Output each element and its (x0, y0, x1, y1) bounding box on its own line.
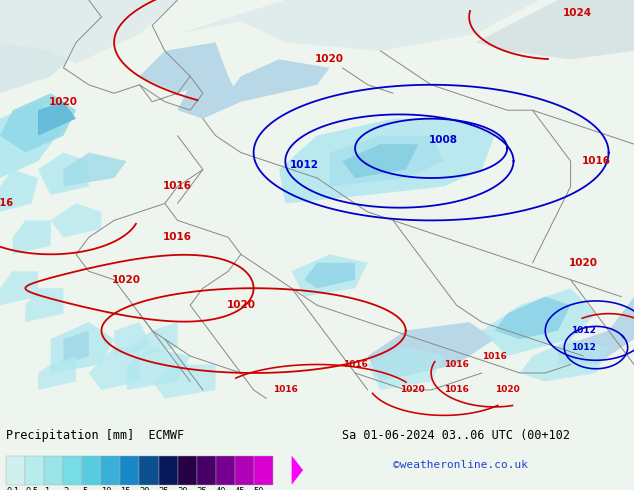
Text: 1020: 1020 (495, 386, 520, 394)
Polygon shape (63, 152, 127, 187)
Text: Precipitation [mm]  ECMWF: Precipitation [mm] ECMWF (6, 429, 184, 442)
Polygon shape (63, 331, 89, 365)
Polygon shape (51, 322, 114, 373)
Text: 0.1: 0.1 (6, 488, 20, 490)
Polygon shape (38, 356, 76, 390)
Text: 1016: 1016 (0, 198, 13, 208)
Text: 1024: 1024 (562, 8, 592, 18)
Text: 20: 20 (139, 488, 150, 490)
Polygon shape (482, 288, 596, 356)
Polygon shape (38, 102, 76, 136)
Text: 1016: 1016 (342, 360, 368, 369)
Polygon shape (178, 0, 539, 51)
Bar (44, 456, 63, 485)
Text: 1016: 1016 (163, 181, 192, 192)
Text: 1020: 1020 (226, 300, 256, 310)
Text: 1008: 1008 (429, 135, 458, 145)
Polygon shape (89, 347, 139, 390)
Bar (63, 456, 82, 485)
Text: 30: 30 (178, 488, 188, 490)
Text: 1012: 1012 (571, 343, 596, 352)
Polygon shape (520, 339, 609, 381)
Polygon shape (127, 322, 178, 356)
Bar (6, 456, 25, 485)
Polygon shape (178, 76, 241, 119)
Text: 1012: 1012 (290, 160, 319, 171)
Polygon shape (127, 347, 190, 390)
Bar (101, 456, 120, 485)
Bar (197, 456, 216, 485)
Bar (254, 456, 273, 485)
Text: 1016: 1016 (482, 351, 507, 361)
Text: 1016: 1016 (581, 156, 611, 166)
Polygon shape (25, 288, 63, 322)
Text: 0.5: 0.5 (25, 488, 39, 490)
Bar (120, 456, 139, 485)
Text: 1020: 1020 (569, 258, 598, 268)
Text: 45: 45 (235, 488, 245, 490)
Text: 1020: 1020 (399, 386, 425, 394)
Bar (216, 456, 235, 485)
Polygon shape (139, 43, 228, 93)
Text: 1016: 1016 (163, 232, 192, 243)
Polygon shape (0, 0, 178, 64)
Text: 35: 35 (197, 488, 207, 490)
Bar (235, 456, 254, 485)
Text: 5: 5 (82, 488, 87, 490)
Polygon shape (292, 456, 303, 485)
Polygon shape (342, 144, 418, 178)
Bar (178, 456, 197, 485)
Text: 25: 25 (158, 488, 169, 490)
Polygon shape (13, 220, 51, 254)
Polygon shape (0, 93, 76, 152)
Polygon shape (368, 347, 444, 390)
Polygon shape (0, 0, 89, 93)
Bar (25, 456, 44, 485)
Polygon shape (292, 254, 368, 297)
Polygon shape (476, 0, 634, 59)
Text: 50: 50 (254, 488, 264, 490)
Text: 1: 1 (44, 488, 49, 490)
Text: 2: 2 (63, 488, 68, 490)
Polygon shape (152, 365, 216, 398)
Polygon shape (114, 322, 152, 356)
Text: 1012: 1012 (571, 326, 596, 335)
Bar (158, 456, 178, 485)
Polygon shape (558, 297, 634, 365)
Polygon shape (279, 119, 495, 203)
Polygon shape (38, 152, 89, 195)
Text: 1020: 1020 (315, 54, 344, 64)
Text: Sa 01-06-2024 03..06 UTC (00+102: Sa 01-06-2024 03..06 UTC (00+102 (342, 429, 571, 442)
Text: 40: 40 (216, 488, 226, 490)
Polygon shape (495, 297, 571, 339)
Polygon shape (304, 263, 355, 288)
Text: 1016: 1016 (273, 386, 298, 394)
Text: 1020: 1020 (49, 97, 78, 107)
Polygon shape (0, 102, 63, 178)
Bar (82, 456, 101, 485)
Polygon shape (0, 170, 38, 212)
Polygon shape (51, 203, 101, 237)
Polygon shape (330, 136, 444, 187)
Text: 15: 15 (120, 488, 131, 490)
Polygon shape (0, 271, 38, 305)
Bar (139, 456, 158, 485)
Polygon shape (368, 322, 495, 381)
Text: 1020: 1020 (112, 275, 141, 285)
Text: ©weatheronline.co.uk: ©weatheronline.co.uk (393, 460, 528, 470)
Text: 1016: 1016 (444, 360, 469, 369)
Text: 1016: 1016 (444, 386, 469, 394)
Polygon shape (228, 59, 330, 102)
Text: 10: 10 (101, 488, 112, 490)
